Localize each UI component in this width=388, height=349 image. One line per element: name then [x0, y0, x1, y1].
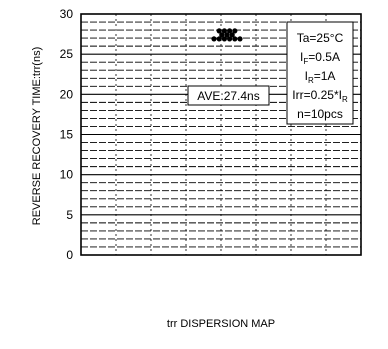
conditions-lines: Ta=25°C IF=0.5A IR=1A Irr=0.25*IR n=10pcs	[292, 31, 348, 121]
condition-line: n=10pcs	[297, 107, 343, 121]
x-axis-label: trr DISPERSION MAP	[167, 318, 275, 330]
data-point	[224, 32, 230, 38]
conditions-legend: Ta=25°C IF=0.5A IR=1A Irr=0.25*IR n=10pcs	[286, 21, 354, 125]
data-point	[219, 32, 225, 38]
condition-line: Ta=25°C	[297, 31, 344, 45]
condition-line: Irr=0.25*IR	[292, 88, 348, 104]
data-point	[227, 28, 233, 34]
y-tick-label: 30	[60, 7, 74, 21]
conditions-box	[286, 21, 354, 125]
data-points	[211, 28, 243, 42]
data-point	[216, 36, 222, 42]
y-tick-label: 5	[66, 208, 73, 222]
y-tick-labels: 0 5 10 15 20 25 30	[60, 7, 74, 262]
data-point	[211, 36, 217, 42]
data-point	[227, 36, 233, 42]
y-tick-label: 10	[60, 168, 74, 182]
y-axis-label: REVERSE RECOVERY TIME:trr(ns)	[31, 47, 43, 225]
data-point	[221, 36, 227, 42]
average-label: AVE:27.4ns	[197, 89, 259, 103]
average-box	[187, 85, 270, 106]
y-tick-label: 0	[66, 248, 73, 262]
condition-line: IF=0.5A	[300, 50, 340, 66]
data-point	[221, 28, 227, 34]
data-point	[216, 28, 222, 34]
data-point	[232, 28, 238, 34]
average-annotation: AVE:27.4ns	[187, 85, 270, 106]
data-point	[237, 36, 243, 42]
data-point	[229, 32, 235, 38]
condition-line: IR=1A	[305, 69, 336, 85]
plot-frame	[80, 13, 362, 256]
y-tick-label: 20	[60, 87, 74, 101]
y-tick-label: 25	[60, 47, 74, 61]
data-point	[232, 36, 238, 42]
y-tick-label: 15	[60, 128, 74, 142]
